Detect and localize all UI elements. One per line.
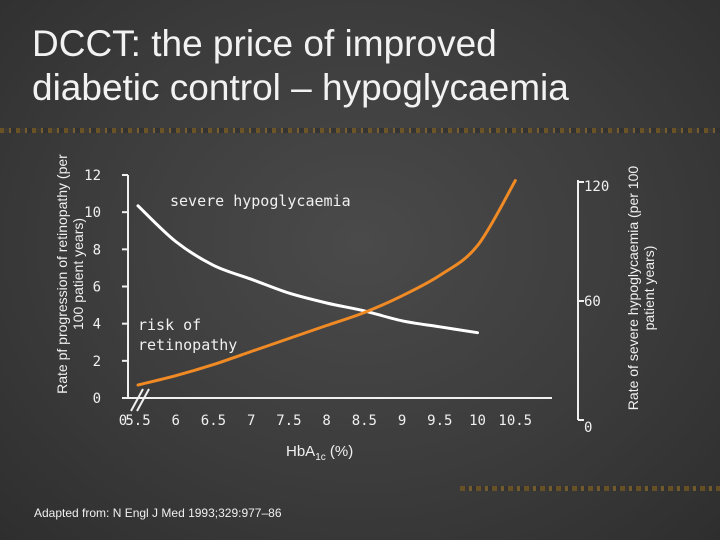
y-right-tick-label: 0 xyxy=(584,420,592,436)
y-left-tick-label: 0 xyxy=(93,391,101,407)
x-tick-label: 5.5 xyxy=(125,413,150,429)
y-left-tick-label: 12 xyxy=(84,168,101,184)
y-left-tick-label: 8 xyxy=(93,242,101,258)
chart-series-labels: severe hypoglycaemia risk of retinopathy xyxy=(138,192,351,354)
x-axis-label-unit: (%) xyxy=(325,443,354,460)
x-axis-label: HbA1c (%) xyxy=(286,443,353,463)
x-tick-label: 8 xyxy=(322,413,330,429)
x-tick-label: 7 xyxy=(247,413,255,429)
x-axis-label-sub: 1c xyxy=(315,452,326,463)
x-tick-label: 7.5 xyxy=(276,413,301,429)
x-axis-label-main: HbA xyxy=(286,443,316,460)
chart-lines xyxy=(136,179,517,387)
slide-title: DCCT: the price of improved diabetic con… xyxy=(32,22,692,110)
y-left-tick-label: 2 xyxy=(93,354,101,370)
decorative-divider xyxy=(0,128,720,133)
chart-axes xyxy=(127,175,579,420)
x-tick-label: 9.5 xyxy=(427,413,452,429)
x-tick-label: 10 xyxy=(469,413,486,429)
series-line-retinopathy xyxy=(136,179,517,387)
x-tick-label: 9 xyxy=(398,413,406,429)
x-tick-label: 8.5 xyxy=(352,413,377,429)
y-left-tick-label: 10 xyxy=(84,205,101,221)
x-tick-label: 10.5 xyxy=(498,413,532,429)
series-label-hypoglycaemia: severe hypoglycaemia xyxy=(170,192,351,210)
x-tick-label: 6.5 xyxy=(201,413,226,429)
series-label-retinopathy: retinopathy xyxy=(138,336,237,354)
axis-break-mark xyxy=(136,388,150,412)
axis-break-mark xyxy=(130,388,144,412)
source-note: Adapted from: N Engl J Med 1993;329:977–… xyxy=(34,506,282,520)
title-line-2: diabetic control – hypoglycaemia xyxy=(32,67,569,108)
x-tick-label: 6 xyxy=(172,413,180,429)
y-left-tick-label: 6 xyxy=(93,280,101,296)
x-tick-label: 0 xyxy=(119,413,127,429)
series-label-retinopathy: risk of xyxy=(138,316,201,334)
y-right-tick-label: 60 xyxy=(584,294,601,310)
y-right-tick-label: 120 xyxy=(584,179,609,195)
title-line-1: DCCT: the price of improved xyxy=(32,23,497,64)
series-line-hypoglycaemia xyxy=(136,204,479,335)
decorative-divider-bottom xyxy=(460,486,720,491)
y-left-tick-label: 4 xyxy=(93,317,101,333)
